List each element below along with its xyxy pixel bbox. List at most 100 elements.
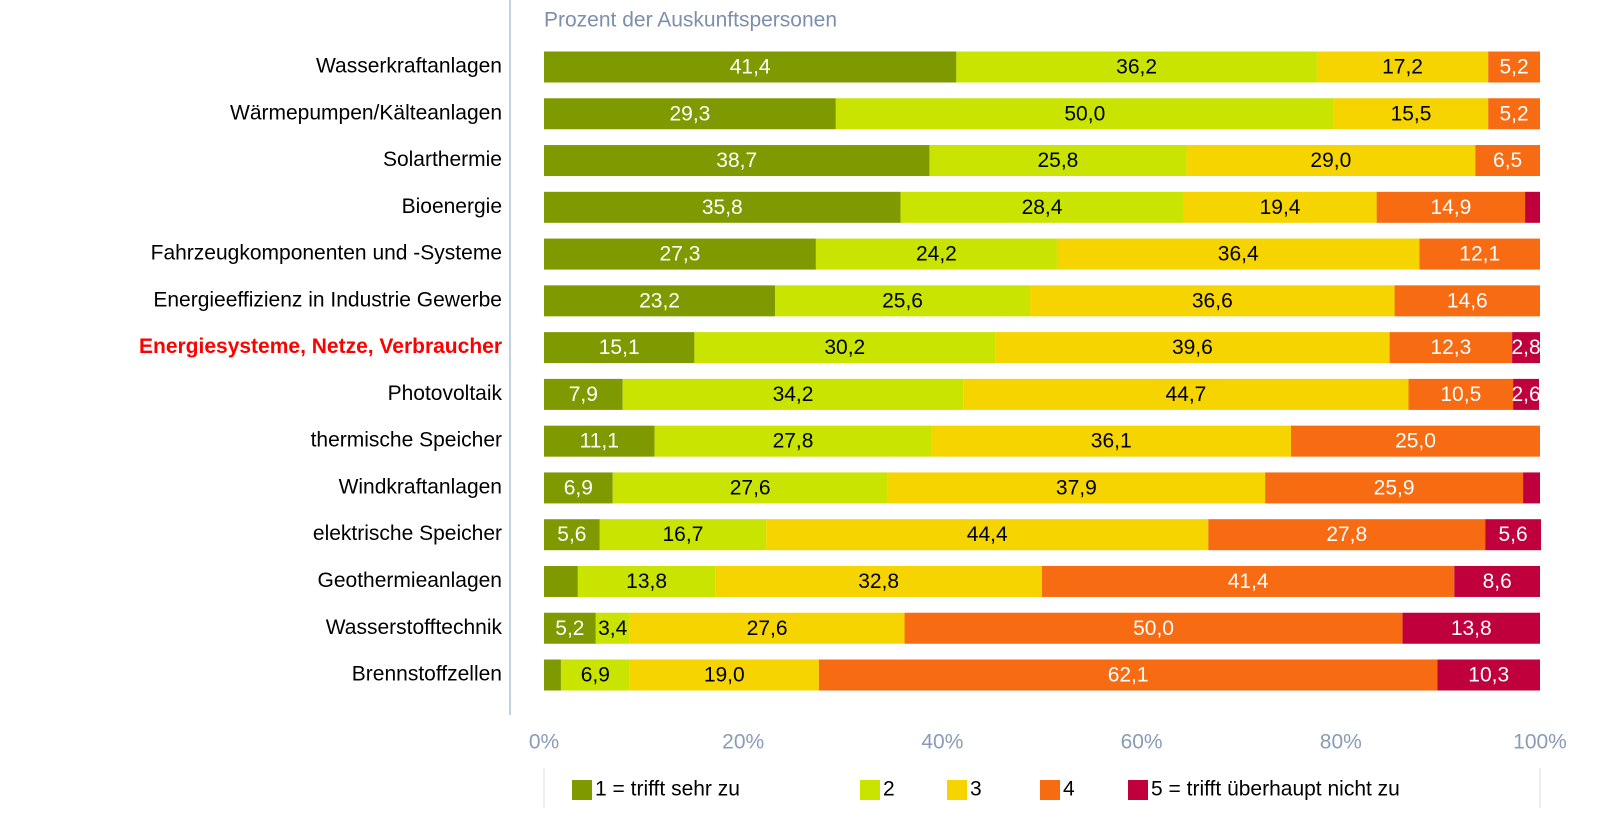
- legend-label: 1 = trifft sehr zu: [595, 778, 740, 801]
- bar-segment: [595, 612, 630, 644]
- value-label: 25,0: [1395, 430, 1436, 453]
- legend-swatch: [947, 780, 967, 800]
- value-label: 13,8: [1451, 617, 1492, 640]
- category-label: Wasserkraftanlagen: [316, 55, 502, 78]
- bar-segment: [544, 425, 655, 457]
- bar-segment: [1056, 238, 1420, 270]
- value-label: 17,2: [1382, 56, 1423, 79]
- value-label: 28,4: [1022, 196, 1063, 219]
- value-label: 2,6: [1511, 383, 1540, 406]
- value-label: 34,2: [773, 383, 814, 406]
- bar-segment: [887, 472, 1266, 504]
- bar-segment: [1186, 145, 1476, 177]
- bar-segment: [1394, 285, 1540, 317]
- legend-swatch: [1128, 780, 1148, 800]
- bar-segment: [715, 565, 1042, 597]
- value-label: 6,5: [1493, 149, 1522, 172]
- value-label: 27,3: [660, 243, 701, 266]
- category-label: Brennstoffzellen: [352, 663, 502, 686]
- bar-segment: [1419, 238, 1540, 270]
- value-label: 14,6: [1447, 289, 1488, 312]
- value-label: 44,4: [967, 523, 1008, 546]
- bar-segment: [900, 191, 1184, 223]
- bar-segment: [775, 285, 1031, 317]
- value-label: 19,0: [704, 664, 745, 687]
- bar-segment: [931, 425, 1291, 457]
- bar-segment: [694, 332, 996, 364]
- bar-segment: [544, 98, 836, 130]
- bar-segment: [629, 659, 819, 691]
- value-label: 23,2: [639, 289, 680, 312]
- value-label: 15,5: [1391, 102, 1432, 125]
- bar-segment: [1475, 145, 1540, 177]
- value-label: 36,6: [1192, 289, 1233, 312]
- value-label: 16,7: [663, 523, 704, 546]
- value-label: 30,2: [824, 336, 865, 359]
- value-label: 39,6: [1172, 336, 1213, 359]
- value-label: 32,8: [858, 570, 899, 593]
- bar-segment: [1437, 659, 1540, 691]
- bar-segment: [544, 145, 930, 177]
- bar-segment: [544, 285, 776, 317]
- value-label: 41,4: [730, 56, 771, 79]
- bar-segment: [1525, 191, 1540, 223]
- value-label: 41,4: [1228, 570, 1269, 593]
- bar-segment: [544, 191, 901, 223]
- legend-label: 3: [970, 778, 982, 801]
- category-label: Bioenergie: [402, 195, 502, 218]
- value-label: 35,8: [702, 196, 743, 219]
- value-label: 27,8: [1326, 523, 1367, 546]
- value-label: 5,2: [1500, 56, 1529, 79]
- value-label: 37,9: [1056, 476, 1097, 499]
- bar-segment: [929, 145, 1187, 177]
- value-label: 2,8: [1511, 336, 1540, 359]
- value-label: 27,8: [773, 430, 814, 453]
- value-label: 36,4: [1218, 243, 1259, 266]
- value-label: 6,9: [581, 664, 610, 687]
- value-label: 5,2: [1500, 102, 1529, 125]
- value-label: 12,3: [1430, 336, 1471, 359]
- chart-title: Prozent der Auskunftspersonen: [544, 9, 837, 32]
- bar-segment: [1376, 191, 1526, 223]
- bar-segment: [1030, 285, 1395, 317]
- x-tick-label: 20%: [722, 731, 764, 754]
- value-label: 11,1: [580, 430, 619, 453]
- x-tick-label: 40%: [921, 731, 963, 754]
- x-tick-label: 100%: [1513, 731, 1567, 754]
- bar-segment: [963, 378, 1409, 410]
- value-label: 5,6: [557, 523, 586, 546]
- value-label: 36,1: [1091, 430, 1132, 453]
- bar-segment: [544, 565, 578, 597]
- bar-segment: [1291, 425, 1540, 457]
- category-label: Fahrzeugkomponenten und -Systeme: [151, 242, 502, 265]
- value-label: 62,1: [1108, 664, 1149, 687]
- value-label: 6,9: [564, 476, 593, 499]
- bar-segment: [1512, 332, 1540, 364]
- bar-segment: [622, 378, 964, 410]
- bar-segment: [544, 519, 600, 551]
- category-label: Windkraftanlagen: [339, 475, 502, 498]
- bar-segment: [544, 659, 561, 691]
- bar-segment: [956, 51, 1317, 83]
- value-label: 25,9: [1374, 476, 1415, 499]
- category-label: Wasserstofftechnik: [326, 616, 503, 639]
- value-label: 44,7: [1165, 383, 1206, 406]
- value-label: 7,9: [569, 383, 598, 406]
- category-label: Energieeffizienz in Industrie Gewerbe: [153, 288, 502, 311]
- bar-segment: [544, 238, 816, 270]
- value-label: 50,0: [1064, 102, 1105, 125]
- bar-segment: [599, 519, 767, 551]
- bar-segment: [904, 612, 1403, 644]
- value-label: 3,4: [598, 617, 628, 640]
- bar-segment: [1183, 191, 1377, 223]
- value-label: 19,4: [1260, 196, 1301, 219]
- value-label: 14,9: [1430, 196, 1471, 219]
- bar-segment: [654, 425, 932, 457]
- bar-segment: [544, 472, 613, 504]
- x-tick-label: 80%: [1320, 731, 1362, 754]
- bar-segment: [1333, 98, 1489, 130]
- bar-segment: [544, 51, 957, 83]
- legend-swatch: [860, 780, 880, 800]
- bar-segment: [1454, 565, 1540, 597]
